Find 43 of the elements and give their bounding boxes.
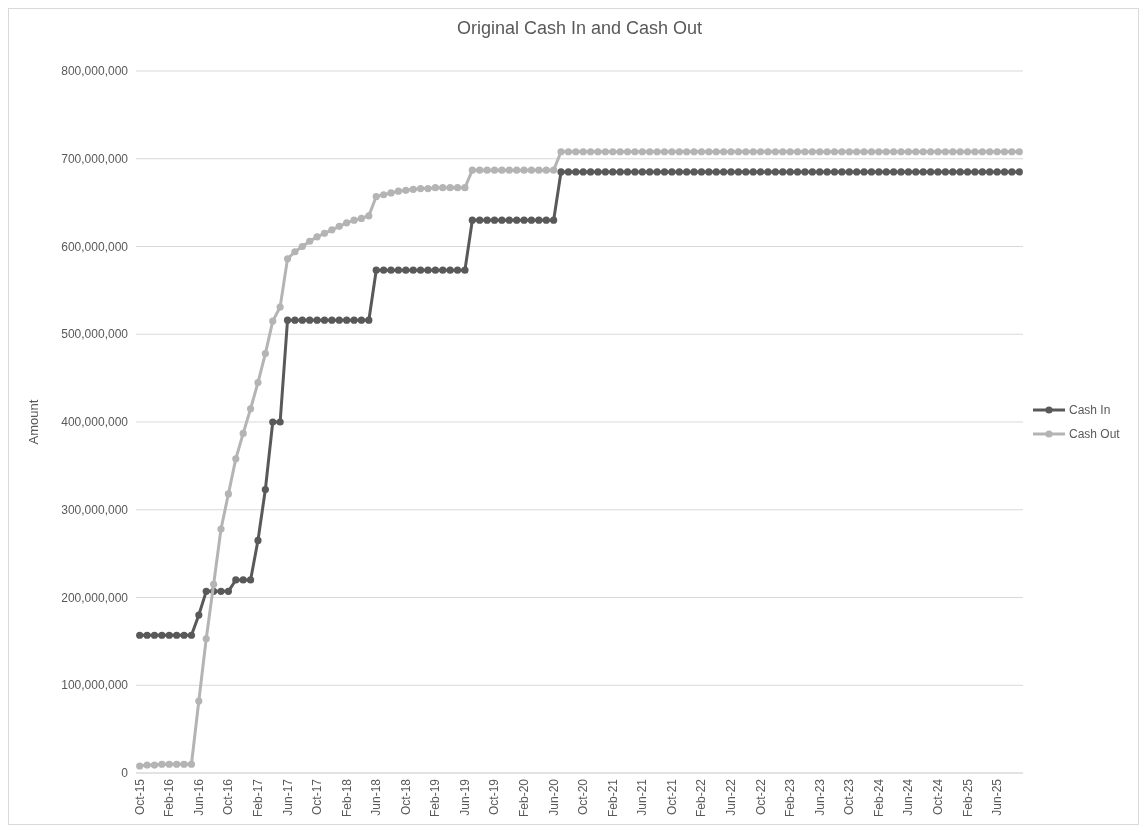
y-tick-label: 500,000,000 — [61, 327, 129, 342]
x-tick-label: Feb-20 — [517, 778, 532, 818]
y-tick-label: 200,000,000 — [61, 590, 129, 605]
x-tick-label: Jun-24 — [901, 778, 916, 816]
x-tick-label: Feb-21 — [605, 778, 620, 818]
x-tick-label: Oct-15 — [132, 778, 147, 816]
x-tick-label: Oct-18 — [398, 778, 413, 816]
x-tick-label: Jun-22 — [724, 778, 739, 816]
x-tick-label: Jun-23 — [812, 778, 827, 816]
x-tick-label: Oct-23 — [842, 778, 857, 816]
x-tick-label: Feb-25 — [960, 778, 975, 818]
x-tick-label: Jun-19 — [457, 778, 472, 816]
x-tick-label: Oct-22 — [753, 778, 768, 816]
y-tick-label: 300,000,000 — [61, 502, 129, 517]
y-tick-label: 0 — [121, 766, 129, 781]
y-tick-label: 700,000,000 — [61, 151, 129, 166]
y-tick-label: 800,000,000 — [61, 64, 129, 79]
x-tick-label: Jun-18 — [369, 778, 384, 816]
x-tick-label: Jun-21 — [635, 778, 650, 816]
x-tick-label: Feb-16 — [162, 778, 177, 818]
x-tick-label: Oct-16 — [221, 778, 236, 816]
x-tick-label: Feb-24 — [871, 778, 886, 818]
x-tick-label: Jun-20 — [546, 778, 561, 816]
x-tick-label: Oct-24 — [931, 778, 945, 816]
legend-label: Cash In — [1069, 403, 1111, 418]
x-tick-label: Feb-23 — [783, 778, 798, 818]
x-tick-label: Jun-25 — [990, 778, 1005, 816]
legend-label: Cash Out — [1069, 427, 1121, 442]
x-tick-label: Oct-20 — [576, 778, 591, 816]
y-tick-label: 100,000,000 — [61, 678, 129, 693]
y-tick-label: 600,000,000 — [61, 239, 129, 254]
x-tick-label: Feb-22 — [694, 778, 709, 818]
x-tick-label: Jun-16 — [191, 778, 206, 816]
x-tick-label: Oct-21 — [664, 778, 679, 816]
y-tick-label: 400,000,000 — [61, 415, 129, 430]
chart-title: Original Cash In and Cash Out — [456, 18, 703, 38]
x-tick-label: Oct-19 — [487, 778, 502, 816]
x-tick-label: Feb-18 — [339, 778, 354, 818]
x-tick-label: Jun-17 — [280, 778, 295, 816]
y-axis-title: Amount — [26, 399, 41, 445]
x-tick-label: Feb-19 — [428, 778, 443, 818]
x-tick-label: Oct-17 — [310, 778, 325, 816]
x-tick-label: Feb-17 — [250, 778, 265, 818]
